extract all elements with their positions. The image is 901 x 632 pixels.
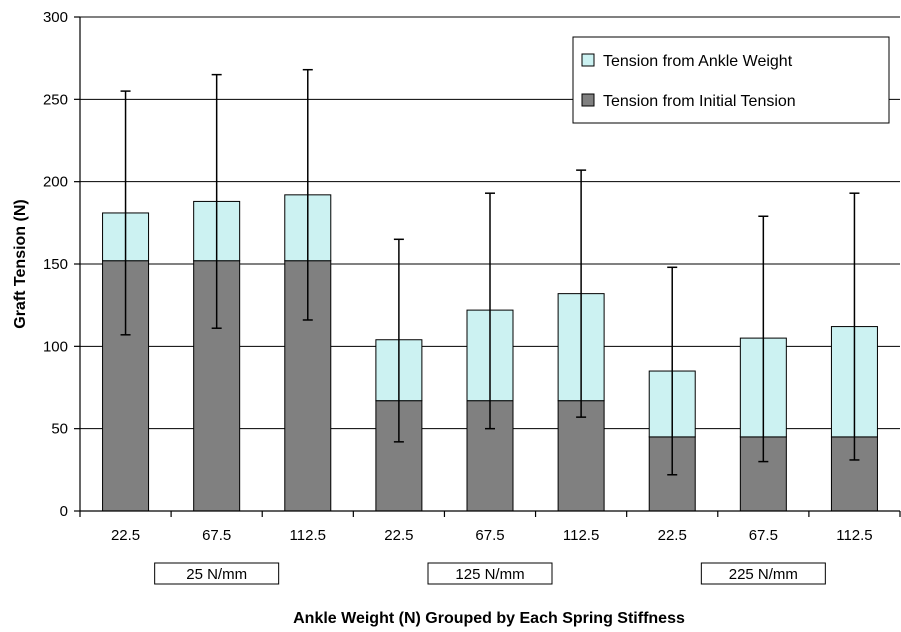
group-label-box [700,562,826,585]
legend: Tension from Ankle Weight Tension from In… [572,36,890,124]
x-tick-label: 22.5 [658,527,687,544]
y-axis-title: Graft Tension (N) [12,199,29,328]
legend-swatch [581,53,595,67]
y-tick-label: 150 [43,256,68,273]
group-label: 25 N/mm [186,566,247,583]
x-axis: 22.5 67.5 112.5 22.5 67.5 112.5 22.5 67.5 112.5 [79,510,901,544]
group-label-box [427,562,553,585]
legend-label: Tension from Initial Tension [603,93,796,110]
bars [102,194,878,512]
y-tick-label: 300 [43,9,68,26]
error-bars [120,68,860,476]
x-tick-label: 22.5 [384,527,413,544]
x-tick-label: 112.5 [836,527,872,544]
legend-label: Tension from Ankle Weight [603,53,793,70]
y-tick-label: 200 [43,174,68,191]
x-tick-label: 67.5 [202,527,231,544]
x-tick-label: 22.5 [111,527,140,544]
x-axis-title: Ankle Weight (N) Grouped by Each Spring … [293,610,685,627]
group-label-box [154,562,280,585]
y-tick-label: 250 [43,91,68,108]
y-tick-label: 100 [43,338,68,355]
group-label: 225 N/mm [729,566,798,583]
x-tick-label: 112.5 [290,527,326,544]
group-label: 125 N/mm [455,566,524,583]
y-tick-label: 50 [51,421,68,438]
x-tick-label: 67.5 [475,527,504,544]
bar-initial-tension [557,400,605,512]
y-tick-label: 0 [60,503,68,520]
x-tick-label: 112.5 [563,527,599,544]
legend-box [572,36,890,124]
x-tick-label: 67.5 [749,527,778,544]
legend-swatch [581,93,595,107]
y-axis: 0 50 100 150 200 250 300 [43,9,81,520]
group-labels: 25 N/mm 125 N/mm 225 N/mm [154,562,826,585]
